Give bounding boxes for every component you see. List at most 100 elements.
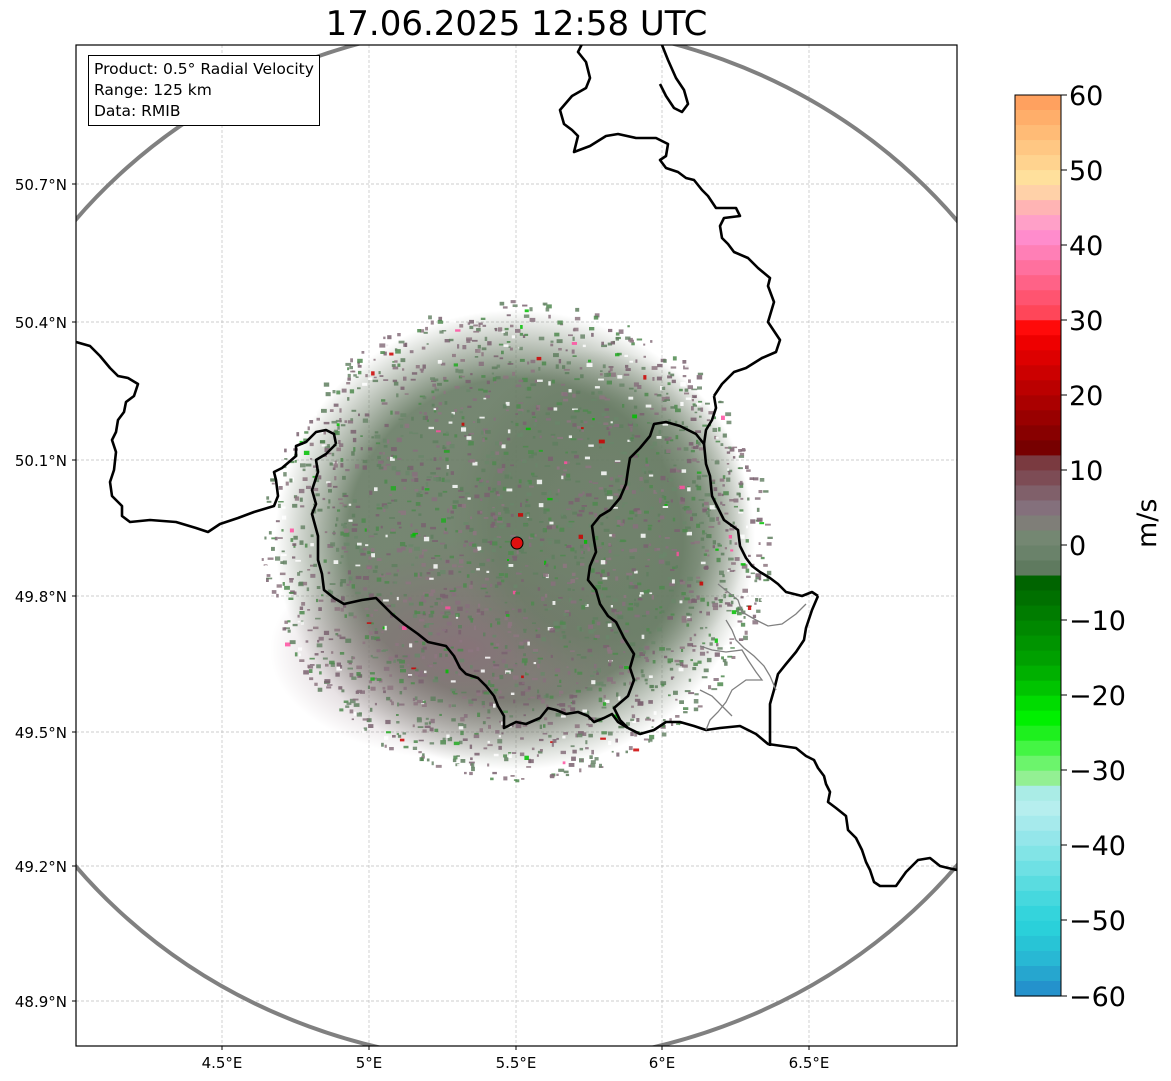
echo-pixel (381, 742, 384, 747)
echo-pixel (559, 527, 565, 532)
echo-pixel (357, 387, 361, 390)
echo-pixel (705, 402, 710, 405)
echo-pixel (401, 546, 406, 551)
echo-pixel (351, 676, 357, 680)
echo-pixel (391, 466, 397, 471)
echo-pixel (554, 625, 561, 629)
echo-pixel (644, 645, 650, 650)
echo-pixel (473, 625, 477, 630)
echo-pixel (600, 522, 604, 526)
echo-pixel (323, 430, 326, 435)
colorbar-band (1015, 395, 1061, 411)
echo-pixel (737, 606, 743, 611)
echo-pixel (357, 364, 362, 368)
echo-pixel (705, 511, 710, 515)
echo-pixel (562, 563, 567, 568)
echo-pixel (378, 460, 384, 465)
echo-pixel (274, 536, 278, 541)
echo-pixel (271, 590, 277, 594)
colorbar-tick-label: −20 (1069, 681, 1126, 712)
echo-pixel (570, 745, 575, 748)
echo-pixel (527, 698, 531, 700)
echo-pixel (319, 671, 322, 675)
colorbar-band (1015, 845, 1061, 862)
echo-pixel (504, 510, 510, 514)
echo-pixel (430, 534, 434, 539)
echo-pixel (491, 548, 496, 553)
echo-pixel (419, 368, 425, 371)
echo-pixel (727, 468, 730, 471)
echo-pixel (643, 343, 646, 346)
echo-pixel (376, 503, 380, 507)
echo-pixel (433, 408, 437, 411)
echo-pixel (559, 621, 566, 625)
echo-pixel (492, 690, 497, 694)
echo-pixel (622, 404, 625, 408)
echo-pixel (457, 648, 464, 652)
echo-pixel (444, 479, 451, 483)
echo-pixel (440, 611, 445, 614)
echo-pixel (607, 649, 613, 654)
echo-pixel (622, 502, 628, 505)
echo-pixel (431, 557, 436, 559)
echo-pixel (403, 594, 407, 597)
colorbar-tick-label: 40 (1069, 231, 1103, 262)
colorbar-band (1015, 380, 1061, 396)
echo-pixel (410, 682, 415, 685)
echo-pixel (326, 686, 332, 689)
echo-pixel (453, 741, 460, 746)
echo-pixel (717, 542, 721, 546)
echo-pixel (410, 534, 416, 538)
echo-pixel (330, 598, 336, 603)
echo-pixel (659, 515, 665, 520)
echo-pixel (535, 634, 541, 638)
echo-pixel (474, 356, 479, 358)
echo-pixel (692, 404, 697, 407)
echo-pixel (429, 605, 434, 608)
echo-pixel (492, 461, 497, 466)
echo-pixel (392, 735, 396, 738)
echo-pixel (568, 520, 575, 523)
echo-pixel (478, 361, 484, 366)
echo-pixel (318, 475, 322, 480)
radar-map: 4.5°E 5°E 5.5°E 6°E 6.5°E 50.7°N 50.4°N … (15, 44, 958, 1072)
echo-pixel (621, 549, 624, 552)
echo-pixel (613, 423, 620, 427)
echo-pixel (421, 700, 426, 704)
echo-pixel (340, 579, 346, 584)
echo-pixel (574, 668, 577, 673)
echo-pixel (676, 723, 681, 726)
echo-pixel (410, 378, 416, 381)
echo-pixel (381, 465, 387, 471)
echo-pixel (389, 517, 395, 519)
echo-pixel (568, 334, 573, 337)
colorbar-band (1015, 260, 1061, 276)
echo-pixel (469, 459, 476, 463)
echo-pixel (266, 496, 270, 500)
echo-pixel (707, 514, 710, 518)
echo-pixel (688, 442, 694, 446)
echo-pixel (473, 548, 478, 553)
echo-pixel (443, 531, 449, 535)
echo-pixel (743, 616, 746, 619)
echo-pixel (490, 684, 495, 688)
echo-pixel (567, 582, 573, 584)
echo-pixel (583, 551, 585, 554)
echo-pixel (651, 595, 654, 600)
echo-pixel (459, 740, 463, 745)
echo-pixel (518, 645, 525, 649)
echo-pixel (347, 367, 350, 371)
echo-pixel (433, 475, 439, 478)
echo-pixel (362, 459, 368, 464)
echo-pixel (430, 472, 436, 475)
echo-pixel (371, 436, 374, 439)
echo-pixel (277, 537, 283, 539)
echo-pixel (561, 513, 564, 517)
echo-pixel (424, 488, 430, 491)
echo-pixel (523, 714, 526, 717)
echo-pixel (632, 548, 638, 552)
echo-pixel (433, 477, 439, 481)
echo-pixel (383, 508, 386, 512)
colorbar-band (1015, 200, 1061, 216)
echo-pixel (643, 519, 648, 522)
